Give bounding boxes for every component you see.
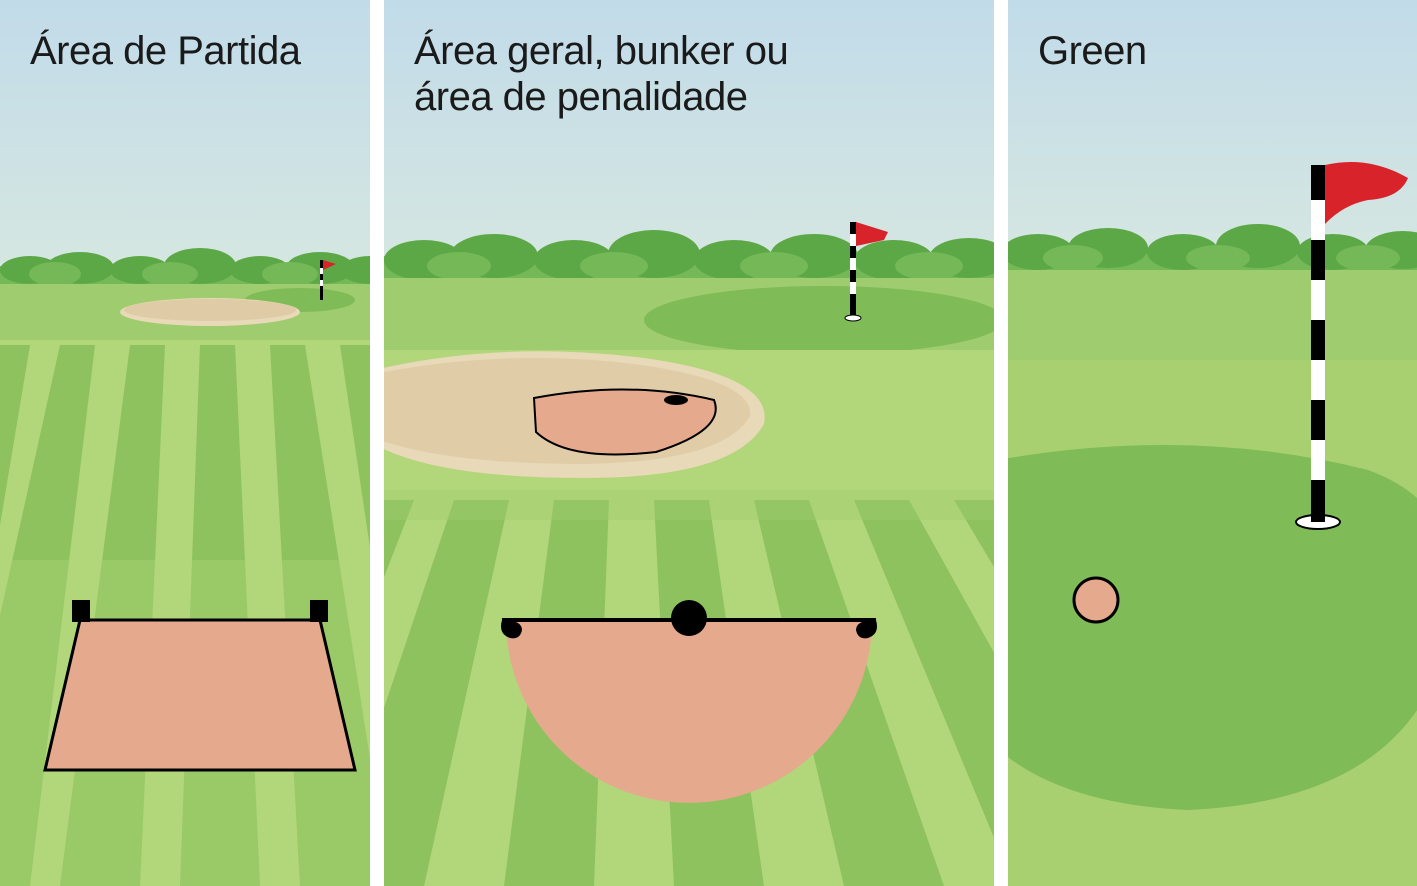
tee-marker-left-icon — [72, 600, 90, 622]
golf-ball-icon — [1074, 578, 1118, 622]
panel-3-title: Green — [1038, 28, 1147, 74]
panel-green: Green — [1008, 0, 1417, 886]
panel-1-title: Área de Partida — [30, 28, 300, 74]
golf-relief-diagram: Área de Partida — [0, 0, 1417, 886]
putting-green — [1008, 445, 1417, 810]
reference-ball-icon — [671, 600, 707, 636]
tee-marker-right-icon — [310, 600, 328, 622]
panel-2-title: Área geral, bunker ou área de penalidade — [414, 28, 788, 120]
panel-teeing-area: Área de Partida — [0, 0, 370, 886]
panel-general-area: Área geral, bunker ou área de penalidade — [384, 0, 994, 886]
tee-box-relief-area — [45, 620, 355, 770]
